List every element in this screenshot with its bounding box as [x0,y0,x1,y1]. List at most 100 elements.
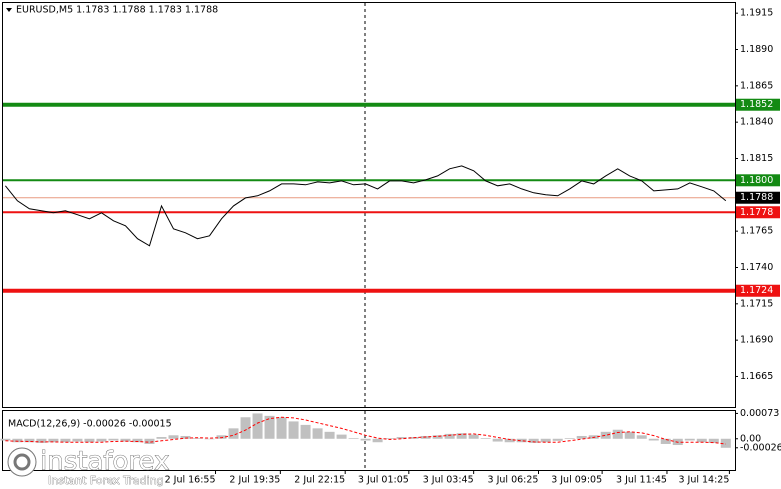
x-tick-label: 3 Jul 11:45 [616,475,667,486]
macd-bar [204,438,215,440]
macd-bar [396,437,407,439]
macd-bar [504,438,515,443]
macd-bar [456,433,467,439]
level-label-box [736,206,780,219]
macd-bar [276,417,287,439]
macd-bar [264,415,275,439]
macd-bar [528,438,539,443]
macd-bar [648,438,659,441]
macd-bar [132,438,143,443]
level-label: 1.1778 [740,207,773,218]
price-panel: 1.1915 1.1890 1.1865 1.1840 1.1815 1.1765 1.17… [3,8,780,382]
macd-bar [108,438,119,441]
macd-bar [48,438,59,443]
level-label-box [736,284,780,297]
macd-bar [84,438,95,443]
macd-bar [552,438,563,441]
macd-bar [144,438,155,444]
signal-line [5,416,726,445]
macd-bar [636,435,647,439]
level-label-box [736,98,780,111]
macd-bar [36,438,47,443]
macd-bar [192,438,203,439]
macd-bar [24,438,35,443]
x-tick-label: 2 Jul 22:15 [294,475,345,486]
level-label: 1.1852 [740,99,773,110]
chart-title: EURUSD,M5 1.1783 1.1788 1.1783 1.1788 [16,5,218,16]
x-tick-label: 3 Jul 06:25 [488,475,539,486]
macd-bar [60,438,71,443]
x-tick-label: 3 Jul 14:25 [678,475,729,486]
macd-bar [180,435,191,439]
level-label: 1.1800 [740,175,773,186]
macd-bar [324,431,335,439]
macd-bar [12,438,23,443]
y-tick-label: 1.1715 [740,298,773,309]
macd-bar [696,438,707,443]
macd-bar [612,429,623,439]
y-tick-label: 1.1740 [740,262,773,273]
logo [7,447,37,477]
macd-bar [432,435,443,439]
price-panel-frame [2,2,736,408]
macd-bar [96,438,107,442]
macd-bar [720,438,731,448]
level-label-box [736,191,780,204]
macd-bar [540,438,551,443]
macd-bar [312,428,323,439]
y-tick-label: 1.1815 [740,153,773,164]
macd-bar [120,438,131,442]
macd-bar [156,437,167,439]
macd-bar [300,424,311,439]
macd-bar [660,438,671,444]
macd-bar [72,438,83,442]
macd-bar [336,434,347,439]
x-tick-label: 2 Jul 16:55 [165,475,216,486]
macd-title: MACD(12,26,9) -0.00026 -0.00015 [8,419,172,430]
level-label-box [736,174,780,187]
macd-bar [252,413,263,439]
logo-icon [7,447,37,477]
macd-panel: 0.00073 0.00-0.00026 [0,408,781,453]
macd-bar [684,438,695,441]
logo-icon-ring [13,453,31,471]
macd-bar [624,431,635,439]
y-tick-label: 1.1840 [740,117,773,128]
macd-bar [288,421,299,439]
macd-bar [600,431,611,439]
level-label: 1.1724 [740,285,773,296]
x-tick-label: 3 Jul 01:05 [358,475,409,486]
y-tick-label: -0.00026 [740,442,781,453]
y-tick-label: 0.00 [740,433,761,444]
y-tick-label: 1.1890 [740,44,773,55]
title-arrow [6,8,12,12]
macd-bar [240,417,251,439]
y-tick-label: 1.1765 [740,226,773,237]
y-tick-label: 1.1865 [740,80,773,91]
macd-bar [564,438,575,439]
price-line [5,165,727,247]
macd-bar [384,438,395,439]
macd-bar [480,438,491,439]
macd-bar [708,438,719,443]
macd-bar [492,438,503,442]
macd-bar [576,435,587,439]
brand-tagline: Instant Forex Trading [48,474,164,487]
macd-bar [372,438,383,443]
y-tick-label: 1.1915 [740,8,773,19]
y-tick-label: 1.1690 [740,335,773,346]
x-tick-label: 3 Jul 03:45 [423,475,474,486]
x-tick-label: 2 Jul 19:35 [229,475,280,486]
level-label: 1.1788 [740,192,773,203]
macd-bar [228,428,239,439]
macd-bar [516,438,527,443]
y-tick-label: 0.00073 [740,408,779,419]
macd-bar [444,433,455,439]
macd-bar [468,434,479,439]
y-tick-label: 1.1665 [740,371,773,382]
macd-bar [168,435,179,439]
macd-bar [216,435,227,439]
macd-bar [348,438,359,439]
